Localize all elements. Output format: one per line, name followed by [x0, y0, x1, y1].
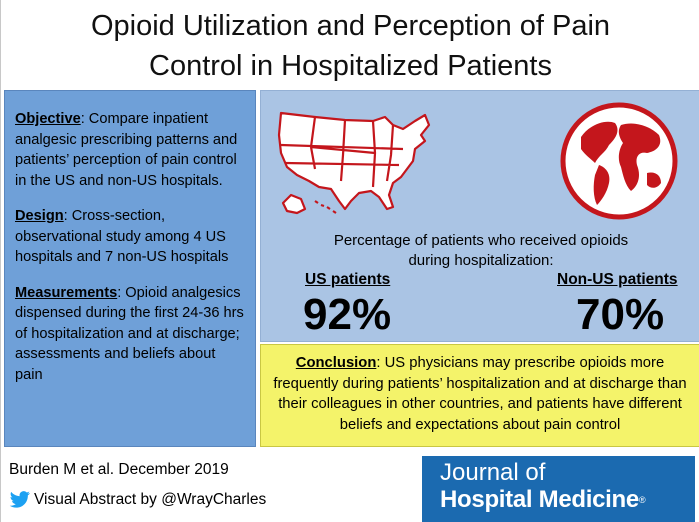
citation: Burden M et al. December 2019 [9, 461, 229, 478]
design-text: : Cross-section, observational study amo… [15, 208, 229, 265]
twitter-icon [9, 491, 30, 508]
journal-name: Hospital Medicine [440, 486, 639, 513]
us-patients-label: US patients [305, 271, 391, 288]
conclusion-text: : US physicians may prescribe opioids mo… [273, 355, 687, 433]
measurements-heading: Measurements [15, 284, 118, 301]
journal-logo: Journal of Hospital Medicine® [422, 456, 695, 522]
objective-text: : Compare inpatient analgesic prescribin… [15, 111, 238, 189]
us-map-icon [277, 111, 431, 215]
nonus-percentage: 70% [576, 290, 665, 339]
credit-text: Visual Abstract by @WrayCharles [34, 491, 267, 508]
objective-section: Objective: Compare inpatient analgesic p… [15, 109, 247, 191]
results-caption-line-2: during hospitalization: [408, 252, 554, 269]
results-caption-line-1: Percentage of patients who received opio… [333, 232, 629, 249]
design-section: Design: Cross-section, observational stu… [15, 206, 247, 268]
results-panel: Percentage of patients who received opio… [260, 90, 699, 342]
measurements-section: Measurements: Opioid analgesics dispense… [15, 283, 247, 386]
title-line-2: Control in Hospitalized Patients [149, 50, 552, 82]
objective-heading: Objective [15, 111, 81, 127]
results-caption: Percentage of patients who received opio… [261, 231, 699, 271]
credit-line: Visual Abstract by @WrayCharles [9, 490, 266, 510]
conclusion-panel: Conclusion: US physicians may prescribe … [260, 344, 699, 447]
nonus-patients-label: Non-US patients [557, 271, 678, 288]
design-heading: Design [15, 208, 64, 224]
journal-line-1: Journal of [440, 459, 546, 486]
title-line-1: Opioid Utilization and Perception of Pai… [90, 10, 611, 42]
us-percentage: 92% [303, 290, 392, 339]
journal-line-2: Hospital Medicine® [440, 486, 695, 514]
measurements-text: : Opioid analgesics dispensed during the… [15, 284, 244, 383]
methods-panel: Objective: Compare inpatient analgesic p… [4, 90, 256, 447]
conclusion-heading: Conclusion [295, 355, 377, 371]
registered-mark: ® [638, 495, 646, 505]
page-title: Opioid Utilization and Perception of Pai… [1, 6, 699, 86]
globe-icon [560, 102, 678, 220]
